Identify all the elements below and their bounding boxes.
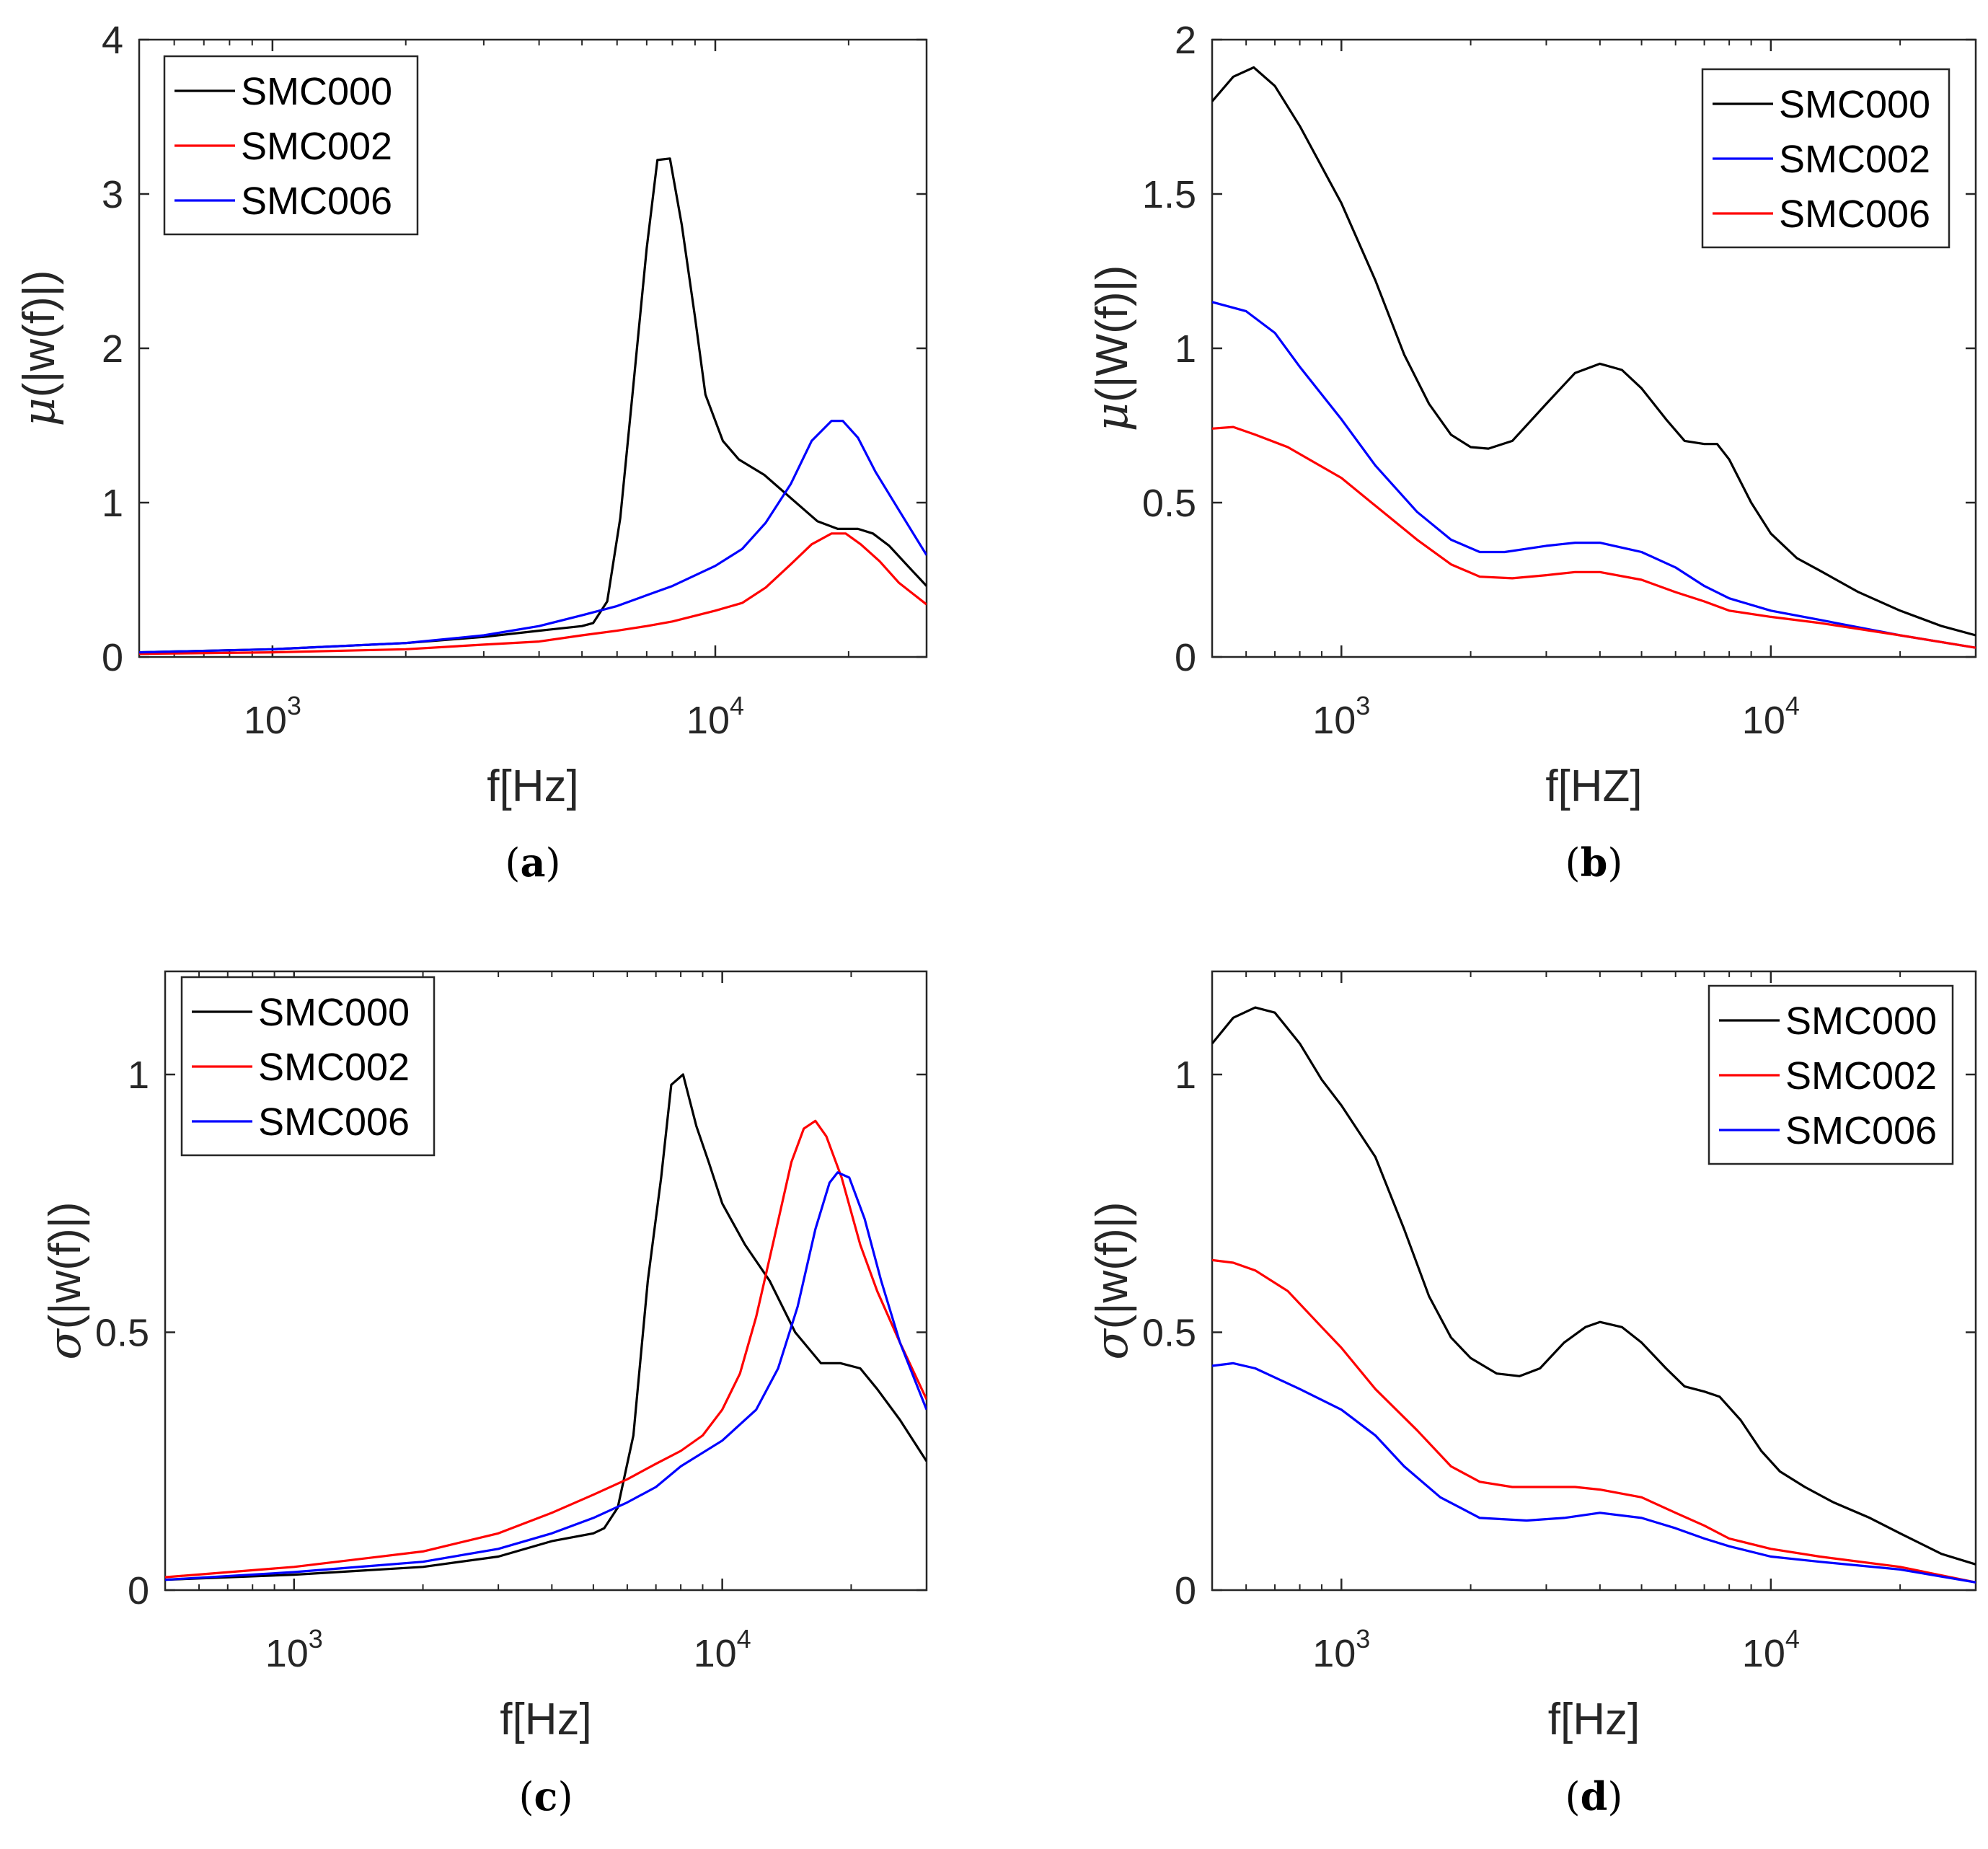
y-axis-label: μ(|W(f)|) <box>1085 265 1138 432</box>
x-axis-label: f[HZ] <box>1545 762 1642 811</box>
y-tick-label: 1.5 <box>1142 173 1196 216</box>
legend-entry-smc000: SMC000 <box>241 70 392 113</box>
plot-area-frame <box>1211 970 1977 1592</box>
legend-entry-smc006: SMC006 <box>241 180 392 223</box>
legend-entry-smc000: SMC000 <box>1785 999 1937 1043</box>
legend-entry-smc000: SMC000 <box>258 991 410 1034</box>
y-tick-label: 1 <box>128 1054 149 1097</box>
series-line-smc006 <box>1212 1362 1976 1584</box>
legend-entry-smc002: SMC002 <box>1785 1054 1937 1098</box>
series-line-smc002 <box>1212 1258 1976 1584</box>
series-line-smc002 <box>1212 301 1976 649</box>
y-axis-label: σ(|w(f)|) <box>38 1201 91 1359</box>
x-tick-label: 103 <box>1312 691 1370 742</box>
legend: SMC000 SMC002 SMC006 <box>1701 68 1951 249</box>
legend-entry-smc006: SMC006 <box>258 1100 410 1144</box>
legend-entry-smc002: SMC002 <box>241 125 392 168</box>
panel-caption: (a) <box>505 839 560 886</box>
legend: SMC000 SMC002 SMC006 <box>180 976 436 1157</box>
y-tick-label: 0.5 <box>95 1312 149 1355</box>
x-axis-label: f[Hz] <box>487 762 578 811</box>
y-tick-label: 4 <box>102 19 123 62</box>
panel-caption: (b) <box>1565 839 1623 886</box>
y-tick-label: 1 <box>1175 1054 1196 1097</box>
y-tick-label: 0.5 <box>1142 482 1196 525</box>
series-line-smc006 <box>139 420 927 654</box>
x-tick-label: 103 <box>1312 1624 1370 1675</box>
x-tick-label: 104 <box>1742 691 1800 742</box>
y-tick-label: 3 <box>102 173 123 216</box>
legend-entry-smc002: SMC002 <box>1779 138 1930 181</box>
x-tick-label: 103 <box>244 691 301 742</box>
panel-caption: (d) <box>1565 1773 1623 1819</box>
legend-box <box>180 976 436 1157</box>
y-tick-label: 1 <box>1175 327 1196 371</box>
y-axis-label: μ(|w(f)|) <box>12 270 65 426</box>
series-line-smc000 <box>1212 1006 1976 1566</box>
legend-entry-smc000: SMC000 <box>1779 83 1930 126</box>
series-line-smc000 <box>139 157 927 654</box>
x-tick-label: 104 <box>694 1624 751 1675</box>
legend-entry-smc002: SMC002 <box>258 1046 410 1089</box>
series-line-smc000 <box>1212 66 1976 637</box>
y-tick-label: 2 <box>102 327 123 371</box>
series-line-smc000 <box>165 1073 927 1581</box>
x-tick-label: 104 <box>1742 1624 1800 1675</box>
legend-entry-smc006: SMC006 <box>1785 1109 1937 1152</box>
y-tick-label: 0 <box>1175 636 1196 679</box>
y-tick-label: 0 <box>102 636 123 679</box>
panel-caption: (c) <box>518 1773 573 1819</box>
legend: SMC000 SMC002 SMC006 <box>163 55 419 236</box>
legend: SMC000 SMC002 SMC006 <box>1708 984 1954 1165</box>
series-line-smc002 <box>139 532 927 656</box>
series-line-smc006 <box>165 1171 927 1581</box>
y-tick-label: 0 <box>1175 1569 1196 1612</box>
y-axis-label: σ(|w(f)|) <box>1085 1201 1138 1359</box>
x-axis-label: f[Hz] <box>1548 1695 1640 1744</box>
x-tick-label: 104 <box>686 691 744 742</box>
x-tick-label: 103 <box>265 1624 323 1675</box>
series-line-smc006 <box>1212 425 1976 649</box>
y-tick-label: 2 <box>1175 19 1196 62</box>
plot-area-frame <box>164 970 928 1592</box>
legend-entry-smc006: SMC006 <box>1779 193 1930 236</box>
y-tick-label: 0.5 <box>1142 1312 1196 1355</box>
series-line-smc002 <box>165 1119 927 1579</box>
x-axis-label: f[Hz] <box>500 1695 591 1744</box>
y-tick-label: 1 <box>102 482 123 525</box>
y-tick-label: 0 <box>128 1569 149 1612</box>
